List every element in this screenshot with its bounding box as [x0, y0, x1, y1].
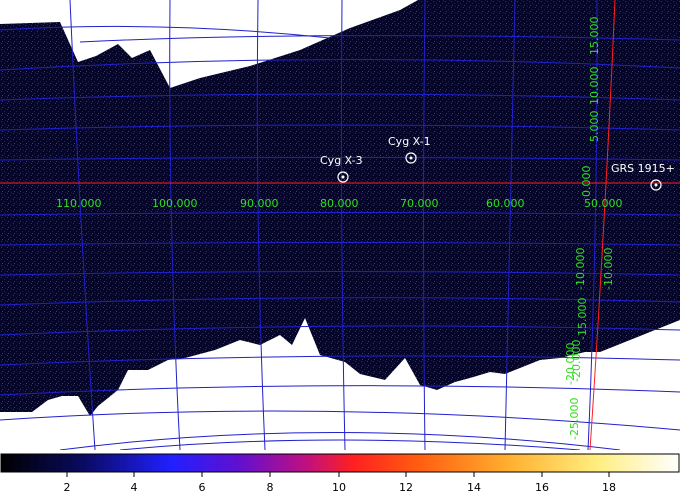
- colorbar-tick-label: 14: [467, 481, 481, 494]
- source-marker-icon: [650, 179, 662, 191]
- lon-label: 50.000: [584, 197, 623, 210]
- source-marker-icon: [337, 171, 349, 183]
- lat-label: 15.000: [588, 17, 601, 56]
- lon-label: 70.000: [400, 197, 439, 210]
- source-cyg-x3[interactable]: Cyg X-3: [320, 154, 363, 183]
- source-dot-icon: [341, 175, 345, 179]
- galactic-axes: [0, 0, 680, 450]
- lat-label: -10.000: [574, 248, 587, 290]
- colorbar-tick-label: 2: [64, 481, 71, 494]
- lon-label: 100.000: [152, 197, 198, 210]
- colorbar-tick-label: 6: [199, 481, 206, 494]
- lat-label: -20.000: [570, 340, 583, 382]
- coordinate-grid: [0, 0, 680, 450]
- lat-label: -25.000: [568, 398, 581, 440]
- latitude-labels: 15.000 10.000 5.000 0.000 -10.000 -15.00…: [564, 17, 615, 441]
- lon-label: 60.000: [486, 197, 525, 210]
- lat-label: 5.000: [588, 111, 601, 143]
- lat-label: -20.000: [564, 343, 577, 385]
- colorbar-tick-label: 10: [332, 481, 346, 494]
- source-cyg-x1[interactable]: Cyg X-1: [388, 135, 431, 164]
- colorbar-ticks: [66, 472, 610, 477]
- lon-label: 90.000: [240, 197, 279, 210]
- colorbar-tick-label: 8: [267, 481, 274, 494]
- source-label: Cyg X-1: [388, 135, 431, 148]
- source-grs-1915[interactable]: GRS 1915+: [611, 162, 675, 191]
- lon-label: 110.000: [56, 197, 102, 210]
- longitude-labels: 110.000 100.000 90.000 80.000 70.000 60.…: [56, 197, 623, 210]
- source-dot-icon: [654, 183, 658, 187]
- colorbar-tick-label: 12: [399, 481, 413, 494]
- source-label: Cyg X-3: [320, 154, 363, 167]
- lat-label: 0.000: [580, 166, 593, 198]
- colorbar-tick-label: 16: [535, 481, 549, 494]
- lon-label: 80.000: [320, 197, 359, 210]
- colorbar: 2 4 6 8 10 12 14 16 18: [0, 452, 680, 499]
- source-label: GRS 1915+: [611, 162, 675, 175]
- colorbar-tick-label: 4: [131, 481, 138, 494]
- sky-map: 110.000 100.000 90.000 80.000 70.000 60.…: [0, 0, 680, 450]
- colorbar-tick-label: 18: [602, 481, 616, 494]
- lat-label: 10.000: [588, 67, 601, 106]
- source-marker-icon: [405, 152, 417, 164]
- lat-label: -15.000: [576, 298, 589, 340]
- colorbar-gradient: [0, 453, 680, 473]
- source-dot-icon: [409, 156, 413, 160]
- lat-label: -10.000: [602, 248, 615, 290]
